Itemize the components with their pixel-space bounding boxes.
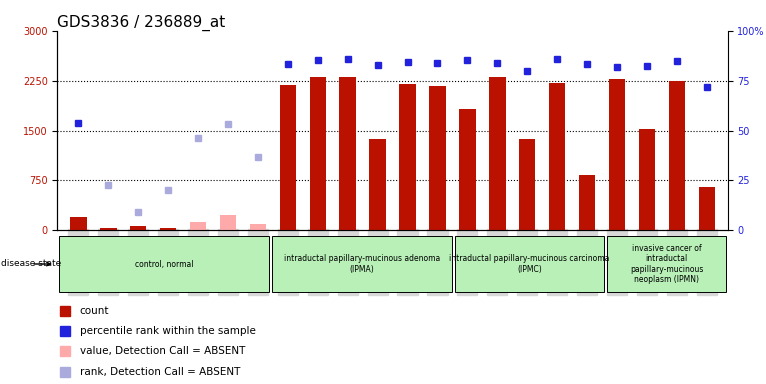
Bar <box>250 228 266 230</box>
Text: GDS3836 / 236889_at: GDS3836 / 236889_at <box>57 15 226 31</box>
FancyBboxPatch shape <box>272 236 452 292</box>
Bar <box>190 222 206 230</box>
Bar <box>160 228 176 230</box>
Text: count: count <box>80 306 109 316</box>
Bar <box>399 84 416 230</box>
Bar <box>639 129 655 230</box>
Bar <box>339 77 356 230</box>
Bar <box>549 83 565 230</box>
Text: intraductal papillary-mucinous adenoma
(IPMA): intraductal papillary-mucinous adenoma (… <box>284 254 440 274</box>
Text: percentile rank within the sample: percentile rank within the sample <box>80 326 255 336</box>
Text: disease state: disease state <box>2 260 61 268</box>
FancyBboxPatch shape <box>607 236 726 292</box>
Bar <box>280 85 296 230</box>
Bar <box>369 139 386 230</box>
Text: value, Detection Call = ABSENT: value, Detection Call = ABSENT <box>80 346 245 356</box>
Bar <box>609 79 625 230</box>
FancyBboxPatch shape <box>59 236 269 292</box>
Text: control, normal: control, normal <box>135 260 193 268</box>
Bar <box>250 224 266 230</box>
Bar <box>699 187 715 230</box>
Bar <box>309 77 326 230</box>
Text: intraductal papillary-mucinous carcinoma
(IPMC): intraductal papillary-mucinous carcinoma… <box>450 254 610 274</box>
FancyBboxPatch shape <box>455 236 604 292</box>
Bar <box>429 86 446 230</box>
Bar <box>70 217 87 230</box>
Bar <box>459 109 476 230</box>
Text: rank, Detection Call = ABSENT: rank, Detection Call = ABSENT <box>80 367 240 377</box>
Text: invasive cancer of
intraductal
papillary-mucinous
neoplasm (IPMN): invasive cancer of intraductal papillary… <box>630 244 703 284</box>
Bar <box>130 227 146 230</box>
Bar <box>489 77 506 230</box>
Bar <box>579 175 595 230</box>
Bar <box>519 139 535 230</box>
Bar <box>100 228 116 230</box>
Bar <box>220 215 236 230</box>
Bar <box>669 81 685 230</box>
